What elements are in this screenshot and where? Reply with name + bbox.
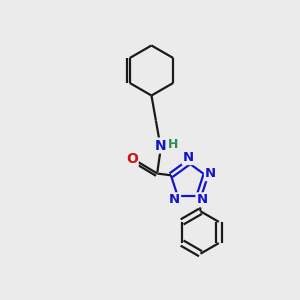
Text: N: N bbox=[154, 139, 166, 153]
Text: N: N bbox=[196, 193, 208, 206]
Text: H: H bbox=[167, 138, 178, 151]
Text: O: O bbox=[126, 152, 138, 166]
Text: N: N bbox=[183, 151, 194, 164]
Text: N: N bbox=[169, 193, 180, 206]
Text: N: N bbox=[205, 167, 216, 180]
